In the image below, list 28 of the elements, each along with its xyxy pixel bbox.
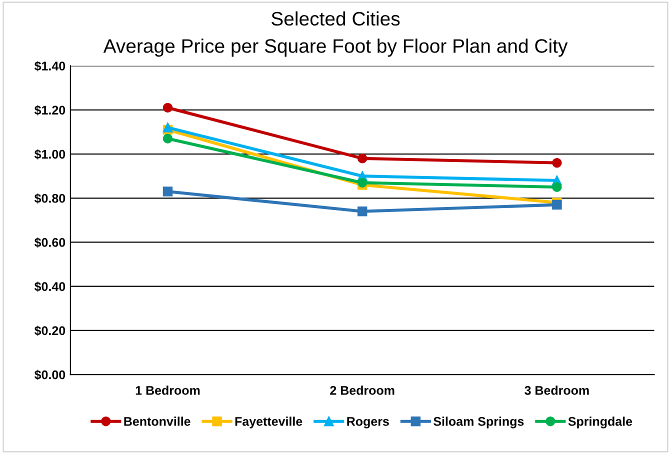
y-tick-label: $0.00 <box>34 370 66 380</box>
y-tick-label: $0.60 <box>34 237 66 248</box>
point <box>162 122 173 132</box>
legend-label: Fayetteville <box>235 416 302 428</box>
y-tick-label: $1.40 <box>34 61 66 72</box>
point <box>162 134 173 144</box>
y-tick-label: $0.80 <box>34 193 66 204</box>
y-tick-label: $1.00 <box>34 149 66 160</box>
legend-label: Siloam Springs <box>434 416 524 428</box>
legend-label: Rogers <box>347 417 389 428</box>
chart-subtitle: Average Price per Square Foot by Floor Plan and City <box>103 38 568 57</box>
point <box>357 206 368 216</box>
x-tick-label: 2 Bedroom <box>330 386 394 395</box>
point <box>162 102 173 113</box>
point <box>162 186 173 196</box>
legend-label: Bentonville <box>124 416 190 426</box>
x-tick-label: 3 Bedroom <box>524 386 589 395</box>
point <box>357 178 368 188</box>
y-tick-label: $1.20 <box>34 105 66 116</box>
point <box>357 154 368 164</box>
point <box>552 200 562 210</box>
x-tick-label: 1 Bedroom <box>136 386 200 395</box>
y-tick-label: $0.40 <box>34 282 66 292</box>
y-tick-label: $0.20 <box>34 326 66 336</box>
point <box>552 158 562 168</box>
chart-title: Selected Cities <box>272 11 400 26</box>
legend-label: Springdale <box>568 416 632 428</box>
point <box>552 182 562 192</box>
